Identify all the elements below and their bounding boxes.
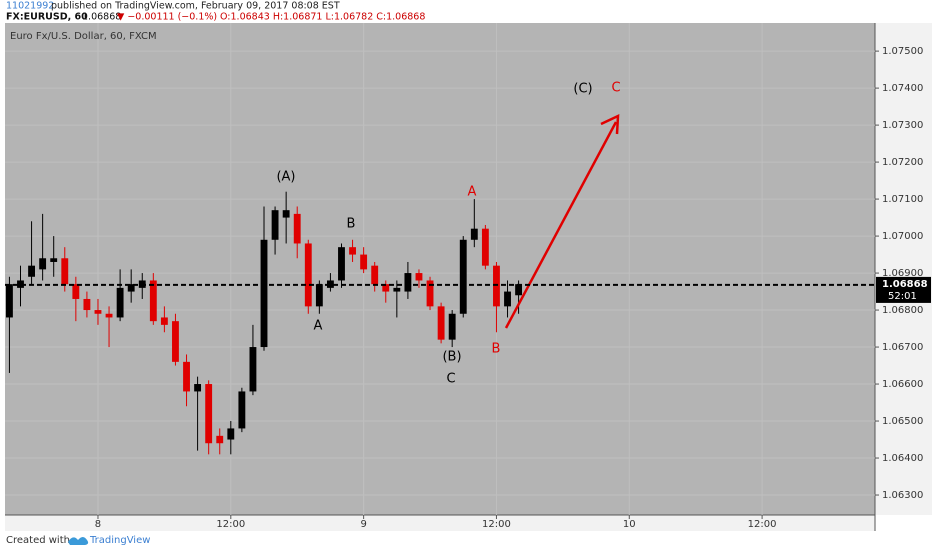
candle-body xyxy=(94,310,102,314)
candle-body xyxy=(17,280,24,288)
candle-body xyxy=(326,280,334,288)
x-tick-label: 12:00 xyxy=(748,519,777,530)
candle-body xyxy=(293,213,301,244)
x-tick-label: 12:00 xyxy=(216,519,245,530)
annotation: C xyxy=(446,372,455,387)
candle-body xyxy=(304,243,312,307)
x-tick-label: 9 xyxy=(360,519,366,530)
candle-body xyxy=(61,258,69,285)
y-tick-label: 1.06700 xyxy=(882,342,923,353)
candle-body xyxy=(481,228,489,266)
candle-body xyxy=(315,284,323,307)
annotation: (A) xyxy=(276,170,295,185)
candle-body xyxy=(205,384,213,444)
author[interactable]: 11021992 xyxy=(6,1,54,12)
candle-body xyxy=(83,298,91,311)
y-tick-label: 1.07000 xyxy=(882,231,923,242)
change: ▼ −0.00111 (−0.1%) xyxy=(117,12,217,23)
published: published on TradingView.com, February 0… xyxy=(51,1,340,12)
y-tick-label: 1.07500 xyxy=(882,46,923,57)
candle-body xyxy=(116,287,124,318)
candle-body xyxy=(515,284,523,296)
y-tick-label: 1.07300 xyxy=(882,120,923,131)
x-tick-label: 12:00 xyxy=(482,519,511,530)
candle-body xyxy=(504,291,511,307)
price-axis xyxy=(875,23,932,515)
y-tick-label: 1.06300 xyxy=(882,490,923,501)
y-tick-label: 1.07100 xyxy=(882,194,923,205)
y-tick-label: 1.06600 xyxy=(882,379,923,390)
candle-body xyxy=(349,247,356,255)
arrow xyxy=(504,121,618,329)
chart-title: Euro Fx/U.S. Dollar, 60, FXCM xyxy=(10,31,157,42)
y-tick-label: 1.07200 xyxy=(882,157,923,168)
candle-body xyxy=(382,284,390,292)
candle-body xyxy=(72,284,80,299)
candle-body xyxy=(5,284,13,318)
candle-body xyxy=(282,210,290,218)
y-tick-label: 1.06400 xyxy=(882,453,923,464)
annotation: (C) xyxy=(573,82,592,97)
y-tick-label: 1.07400 xyxy=(882,83,923,94)
x-tick-label: 8 xyxy=(95,519,101,530)
candle-body xyxy=(127,284,135,292)
y-tick-label: 1.06500 xyxy=(882,416,923,427)
candle-body xyxy=(437,306,445,340)
candle-body xyxy=(249,347,257,392)
candle-body xyxy=(426,280,434,307)
arrow-head xyxy=(600,113,620,135)
candle-body xyxy=(216,435,224,444)
annotation: (B) xyxy=(442,350,461,365)
candle-body xyxy=(338,247,345,281)
candle-body xyxy=(260,239,268,348)
last-price-label: 1.06868 xyxy=(882,279,928,290)
candle-body xyxy=(160,317,168,325)
countdown: 52:01 xyxy=(888,291,917,302)
footer-created: Created with xyxy=(6,535,70,546)
logo xyxy=(68,537,89,545)
candle-body xyxy=(448,313,456,340)
candle-body xyxy=(459,239,467,314)
price: 1.06868 xyxy=(82,12,121,23)
candle-body xyxy=(50,258,58,262)
x-tick-label: 10 xyxy=(623,519,636,530)
annotation: B xyxy=(347,217,356,232)
annotation: A xyxy=(468,185,477,200)
plot-area xyxy=(5,23,875,515)
candle-body xyxy=(360,254,368,270)
candle-body xyxy=(238,391,246,429)
ohlc: O:1.06843 H:1.06871 L:1.06782 C:1.06868 xyxy=(220,12,425,23)
candle-body xyxy=(183,361,190,392)
candle-body xyxy=(149,280,157,322)
candle-body xyxy=(271,210,279,240)
candle-body xyxy=(194,384,202,392)
annotation: C xyxy=(611,81,620,96)
candle-body xyxy=(470,228,478,240)
candle-body xyxy=(105,313,113,318)
candle-body xyxy=(393,287,401,292)
last-price-box xyxy=(876,276,931,303)
symbol: FX:EURUSD, 60 xyxy=(6,12,88,23)
candle-body xyxy=(415,273,423,281)
y-tick-label: 1.06900 xyxy=(882,268,923,279)
candle-body xyxy=(371,265,379,285)
time-axis xyxy=(5,515,875,531)
footer-brand[interactable]: TradingView xyxy=(89,535,150,546)
candle-body xyxy=(404,273,412,292)
candle-body xyxy=(39,258,47,270)
annotation: A xyxy=(314,319,323,334)
candle-body xyxy=(172,321,179,362)
y-tick-label: 1.06800 xyxy=(882,305,923,316)
candle-body xyxy=(493,265,500,307)
candle-body xyxy=(28,265,35,277)
annotation: B xyxy=(492,342,501,357)
candle-body xyxy=(227,428,235,440)
